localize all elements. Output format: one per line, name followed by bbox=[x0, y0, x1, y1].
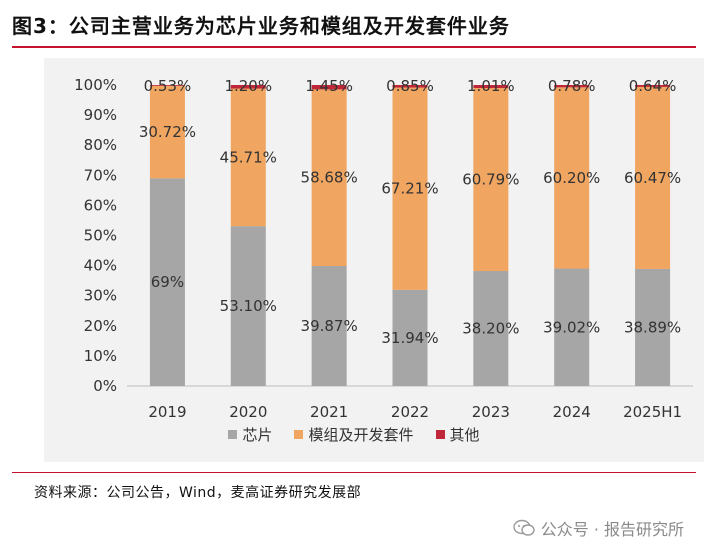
bar-segment-other bbox=[554, 85, 590, 88]
legend-item-module: 模组及开发套件 bbox=[294, 424, 414, 445]
legend-label-other: 其他 bbox=[449, 426, 480, 444]
data-label-other: 0.85% bbox=[386, 77, 434, 95]
title-divider bbox=[12, 46, 696, 48]
watermark-text: 公众号 · 报告研究所 bbox=[540, 520, 684, 539]
y-tick-label: 10% bbox=[84, 347, 117, 365]
data-label-module: 67.21% bbox=[381, 180, 438, 198]
y-tick-label: 60% bbox=[84, 196, 117, 214]
data-label-module: 60.47% bbox=[624, 169, 681, 187]
bar-segment-module bbox=[311, 89, 347, 266]
y-tick-label: 70% bbox=[84, 166, 117, 184]
legend-swatch-chip bbox=[228, 430, 238, 439]
bar-segment-chip bbox=[635, 268, 671, 386]
data-label-chip: 38.20% bbox=[462, 320, 519, 338]
y-tick-label: 80% bbox=[84, 136, 117, 154]
data-label-chip: 39.02% bbox=[543, 318, 600, 336]
data-label-other: 0.64% bbox=[629, 77, 677, 95]
legend-label-module: 模组及开发套件 bbox=[308, 426, 414, 444]
data-label-other: 1.45% bbox=[305, 77, 353, 95]
data-label-other: 1.01% bbox=[467, 77, 515, 95]
x-tick-label: 2020 bbox=[229, 403, 267, 420]
y-tick-label: 90% bbox=[84, 106, 117, 124]
data-label-other: 1.20% bbox=[224, 77, 272, 95]
bar-segment-chip bbox=[230, 226, 266, 386]
source-note: 资料来源：公司公告，Wind，麦高证券研究发展部 bbox=[34, 485, 362, 501]
legend-item-other: 其他 bbox=[435, 424, 480, 445]
data-label-chip: 38.89% bbox=[624, 318, 681, 336]
legend-label-chip: 芯片 bbox=[242, 426, 273, 444]
bar-segment-other bbox=[311, 85, 347, 90]
data-label-chip: 69% bbox=[151, 273, 184, 291]
y-tick-label: 30% bbox=[84, 287, 117, 305]
x-tick-label: 2019 bbox=[148, 403, 186, 420]
y-tick-label: 20% bbox=[84, 317, 117, 335]
wechat-icon bbox=[513, 519, 535, 536]
data-label-module: 30.72% bbox=[139, 123, 196, 141]
data-label-chip: 31.94% bbox=[381, 329, 438, 347]
bar-segment-other bbox=[230, 85, 266, 89]
bar-segment-chip bbox=[392, 289, 428, 386]
y-tick-label: 0% bbox=[93, 377, 117, 395]
bar-segment-other bbox=[149, 85, 185, 86]
bar-segment-chip bbox=[554, 268, 590, 386]
bar-segment-module bbox=[554, 87, 590, 269]
x-tick-label: 2025H1 bbox=[623, 403, 682, 420]
data-label-other: 0.78% bbox=[548, 77, 596, 95]
y-tick-label: 100% bbox=[74, 76, 117, 94]
watermark: 公众号 · 报告研究所 bbox=[513, 516, 684, 540]
legend-swatch-other bbox=[435, 430, 445, 439]
bar-segment-module bbox=[149, 85, 185, 179]
bar-segment-chip bbox=[473, 271, 509, 386]
stacked-bar-chart: 0% 10% 20% 30% 40% 50% 60% 70% 80% 90% 100% 69% 30.7… bbox=[74, 76, 693, 420]
bar-segment-module bbox=[392, 87, 428, 290]
y-tick-label: 50% bbox=[84, 227, 117, 245]
bar-segment-chip bbox=[149, 178, 185, 386]
source-divider bbox=[12, 472, 696, 473]
bar-segment-other bbox=[392, 85, 428, 88]
data-label-chip: 53.10% bbox=[220, 297, 277, 315]
legend-swatch-module bbox=[294, 430, 304, 439]
y-tick-label: 40% bbox=[84, 257, 117, 275]
data-label-module: 60.79% bbox=[462, 171, 519, 189]
bar-segment-chip bbox=[311, 265, 347, 386]
data-label-module: 58.68% bbox=[301, 169, 358, 187]
bar-segment-module bbox=[230, 88, 266, 227]
bar-segment-other bbox=[635, 85, 671, 87]
figure-title: 图3：公司主营业务为芯片业务和模组及开发套件业务 bbox=[12, 14, 510, 38]
x-tick-label: 2021 bbox=[310, 403, 348, 420]
legend-item-chip: 芯片 bbox=[228, 424, 272, 445]
x-tick-label: 2024 bbox=[553, 403, 591, 420]
x-tick-label: 2022 bbox=[391, 403, 429, 420]
bar-segment-module bbox=[635, 86, 671, 269]
x-tick-label: 2023 bbox=[472, 403, 510, 420]
bar-segment-module bbox=[473, 88, 509, 272]
data-label-module: 60.20% bbox=[543, 169, 600, 187]
data-label-other: 0.53% bbox=[144, 77, 192, 95]
chart-legend: 芯片 模组及开发套件 其他 bbox=[0, 424, 708, 445]
data-label-chip: 39.87% bbox=[301, 317, 358, 335]
bar-segment-other bbox=[473, 85, 509, 89]
data-label-module: 45.71% bbox=[220, 148, 277, 166]
